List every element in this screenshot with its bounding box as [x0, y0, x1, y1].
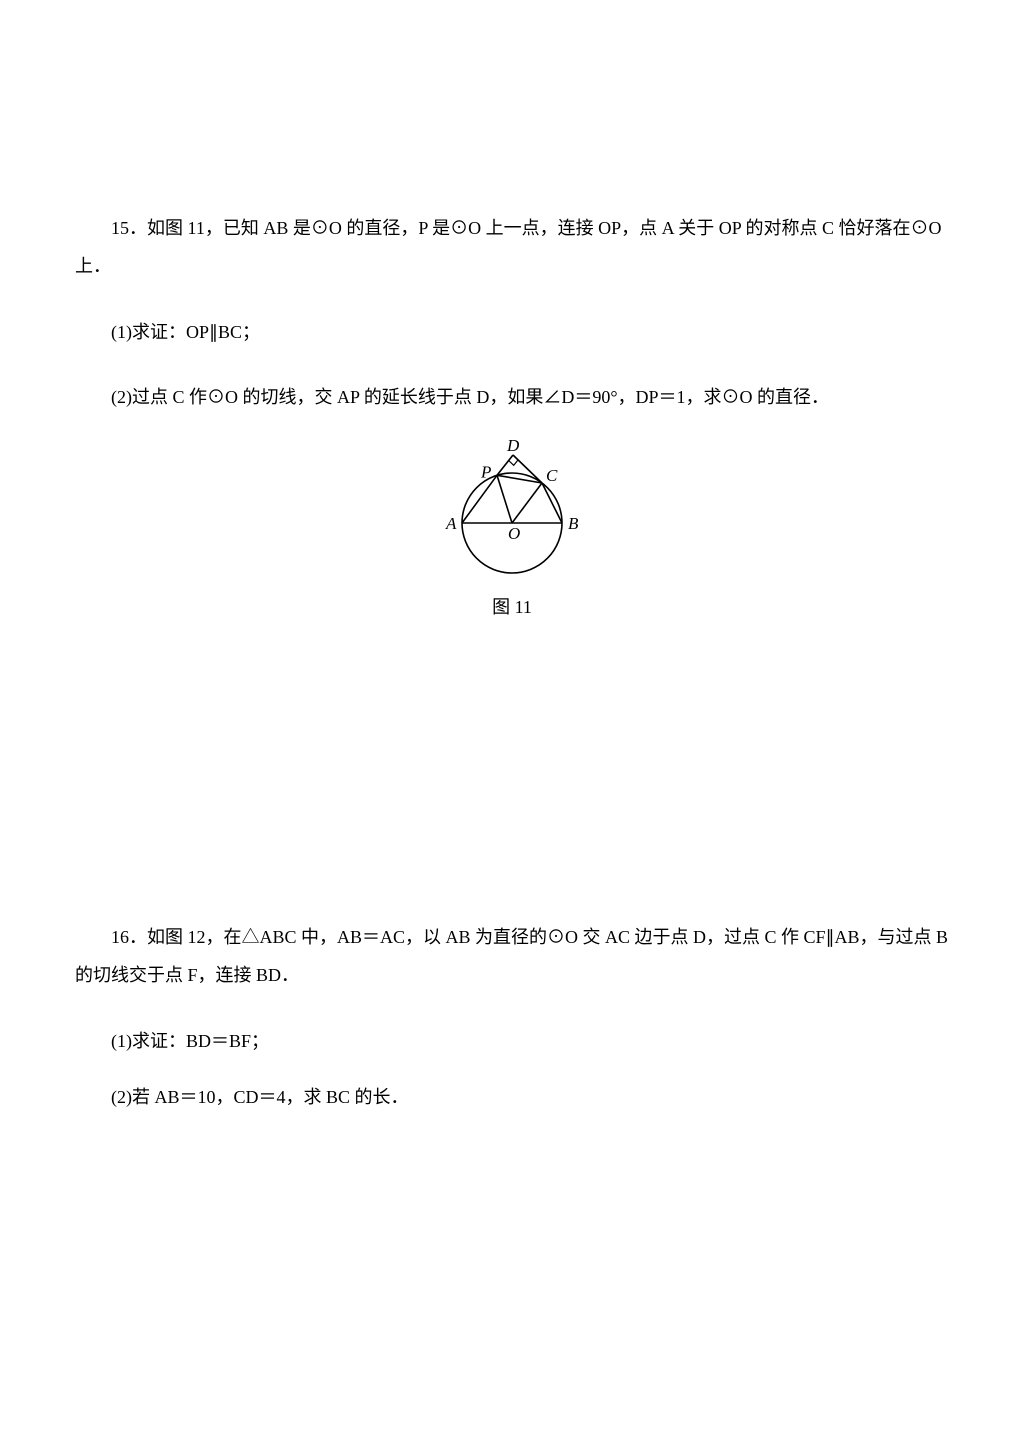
svg-text:B: B: [568, 514, 579, 533]
svg-text:A: A: [445, 514, 457, 533]
problem-16-stem: 16．如图 12，在△ABC 中，AB＝AC，以 AB 为直径的⊙O 交 AC …: [75, 919, 949, 995]
problem-16-part2: (2)若 AB＝10，CD＝4，求 BC 的长．: [75, 1079, 949, 1117]
problem-15-stem: 15．如图 11，已知 AB 是⊙O 的直径，P 是⊙O 上一点，连接 OP，点…: [75, 210, 949, 286]
problem-15-part2: (2)过点 C 作⊙O 的切线，交 AP 的延长线于点 D，如果∠D＝90°，D…: [75, 379, 949, 417]
figure-11-caption: 图 11: [75, 593, 949, 619]
problem-16-part1: (1)求证：BD＝BF；: [75, 1023, 949, 1061]
svg-text:D: D: [506, 436, 520, 455]
svg-text:C: C: [546, 466, 558, 485]
problem-15-part1: (1)求证：OP∥BC；: [75, 314, 949, 352]
svg-text:P: P: [480, 462, 491, 481]
figure-11: A B O P C D 图 11: [75, 435, 949, 619]
svg-text:O: O: [508, 524, 520, 543]
